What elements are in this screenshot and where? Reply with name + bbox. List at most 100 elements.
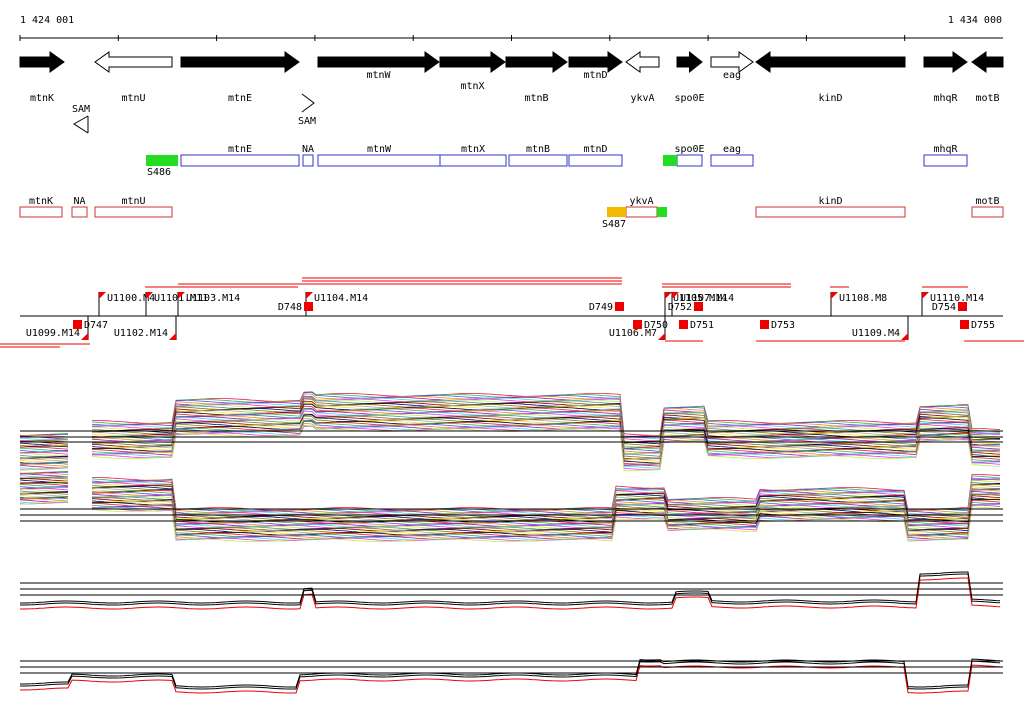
expression-trace bbox=[20, 573, 1001, 606]
sam-riboswitch-track: SAM SAM bbox=[72, 93, 316, 134]
forward-transcript-label: NA bbox=[302, 144, 314, 155]
upshift-label: U1110.M14 bbox=[930, 293, 984, 304]
gene-label-mtnK: mtnK bbox=[30, 93, 54, 104]
gene-arrow-motB bbox=[971, 51, 1004, 73]
forward-transcript bbox=[710, 154, 754, 167]
upshift-marker bbox=[665, 292, 672, 299]
gene-label-spo0E: spo0E bbox=[674, 93, 704, 104]
gene-label-mtnX: mtnX bbox=[460, 81, 484, 92]
gene-arrow-mtnB bbox=[505, 51, 568, 73]
upshift-marker bbox=[831, 292, 838, 299]
gene-track: mtnK mtnU mtnE mtnW mtnX mtnB mtnD ykvA spo0E eag… bbox=[19, 50, 1004, 104]
downshift-marker bbox=[304, 302, 313, 311]
forward-transcript-track: mtnE NA mtnW mtnX mtnB mtnD spo0E eag mhqR S486 bbox=[146, 144, 968, 178]
expression-trace bbox=[20, 660, 1001, 690]
gene-label-mtnB: mtnB bbox=[524, 93, 548, 104]
forward-transcript bbox=[508, 154, 568, 167]
forward-transcript bbox=[302, 154, 314, 167]
expression-trace bbox=[19, 501, 1001, 543]
downshift-label: D753 bbox=[771, 320, 795, 331]
upshift-marker bbox=[99, 292, 106, 299]
downshift-label: D748 bbox=[278, 302, 302, 313]
reverse-transcript-label: kinD bbox=[818, 196, 842, 207]
forward-transcript-label: eag bbox=[723, 144, 741, 155]
downshift-label: D747 bbox=[84, 320, 108, 331]
upshift-marker bbox=[146, 292, 153, 299]
gene-label-kinD: kinD bbox=[818, 93, 842, 104]
downshift-marker bbox=[694, 302, 703, 311]
upshift-marker bbox=[169, 333, 176, 340]
forward-transcript bbox=[923, 154, 968, 167]
upshift-label: U1103.M14 bbox=[186, 293, 240, 304]
forward-transcript-label: spo0E bbox=[674, 144, 704, 155]
reverse-transcript-track: mtnK NA mtnU ykvA kinD motB S487 bbox=[19, 196, 1004, 230]
sam-label: SAM bbox=[298, 116, 316, 127]
upshift-label: U1106.M7 bbox=[609, 328, 657, 339]
upshift-marker bbox=[178, 292, 185, 299]
axis-ticks bbox=[19, 35, 906, 41]
forward-transcript-label: mhqR bbox=[933, 144, 958, 155]
forward-transcript-label: mtnE bbox=[228, 144, 252, 155]
upshift-label: U1109.M4 bbox=[852, 328, 900, 339]
reverse-sigma-site bbox=[607, 207, 626, 217]
gene-arrow-ykvA bbox=[625, 51, 660, 73]
reverse-transcript bbox=[71, 206, 88, 218]
upshift-label: U1108.M8 bbox=[839, 293, 887, 304]
gene-arrow-mtnK bbox=[19, 51, 65, 73]
reverse-transcript-label: NA bbox=[73, 196, 85, 207]
upshift-label: U1102.M14 bbox=[114, 328, 168, 339]
gene-arrow-mtnX bbox=[439, 51, 506, 73]
gene-label-mtnD: mtnD bbox=[583, 70, 607, 81]
sam-label: SAM bbox=[72, 104, 90, 115]
forward-transcript bbox=[568, 154, 623, 167]
forward-sigma-site bbox=[663, 155, 677, 166]
forward-transcript bbox=[180, 154, 300, 167]
upshift-marker bbox=[901, 333, 908, 340]
downshift-marker bbox=[615, 302, 624, 311]
upshift-marker bbox=[672, 292, 679, 299]
gene-arrow-spo0E bbox=[676, 50, 703, 74]
expression-trace bbox=[20, 571, 1001, 604]
gene-arrow-mtnW bbox=[317, 51, 440, 73]
gene-arrow-mtnE bbox=[180, 51, 300, 73]
downshift-marker bbox=[958, 302, 967, 311]
upshift-marker bbox=[81, 333, 88, 340]
downshift-marker bbox=[960, 320, 969, 329]
gene-arrow-eag bbox=[710, 51, 754, 73]
forward-transcript bbox=[317, 154, 441, 167]
forward-sigma-site bbox=[146, 155, 178, 166]
downshift-label: D751 bbox=[690, 320, 714, 331]
upshift-label: U1099.M14 bbox=[26, 328, 80, 339]
axis-start-label: 1 424 001 bbox=[20, 15, 74, 26]
upshift-label: U1104.M14 bbox=[314, 293, 368, 304]
gene-arrow-mhqR bbox=[923, 51, 968, 73]
upshift-label: U1101.M11 bbox=[154, 293, 208, 304]
downshift-marker bbox=[679, 320, 688, 329]
downshift-label: D752 bbox=[668, 302, 692, 313]
gene-label-mtnU: mtnU bbox=[121, 93, 145, 104]
reverse-sigma-site bbox=[657, 207, 667, 217]
upshift-label: U1100.M4 bbox=[107, 293, 155, 304]
forward-transcript bbox=[676, 154, 703, 167]
downshift-label: D755 bbox=[971, 320, 995, 331]
gene-label-mtnE: mtnE bbox=[228, 93, 252, 104]
upshift-marker bbox=[922, 292, 929, 299]
gene-label-ykvA: ykvA bbox=[630, 93, 654, 104]
downshift-label: D750 bbox=[644, 320, 668, 331]
gene-label-mtnW: mtnW bbox=[366, 70, 391, 81]
forward-transcript-label: mtnB bbox=[526, 144, 550, 155]
downshift-label: D749 bbox=[589, 302, 613, 313]
expression-trace bbox=[19, 425, 1001, 471]
forward-transcript-label: mtnD bbox=[583, 144, 607, 155]
upshift-label: U1105.M14 bbox=[673, 293, 727, 304]
reverse-transcript bbox=[19, 206, 63, 218]
sam-riboswitch-icon bbox=[301, 93, 315, 113]
reverse-transcript-label: ykvA bbox=[629, 196, 653, 207]
reverse-transcript bbox=[625, 206, 658, 218]
downshift-marker bbox=[633, 320, 642, 329]
reverse-transcript bbox=[971, 206, 1004, 218]
reverse-sigma-label: S487 bbox=[602, 219, 626, 230]
